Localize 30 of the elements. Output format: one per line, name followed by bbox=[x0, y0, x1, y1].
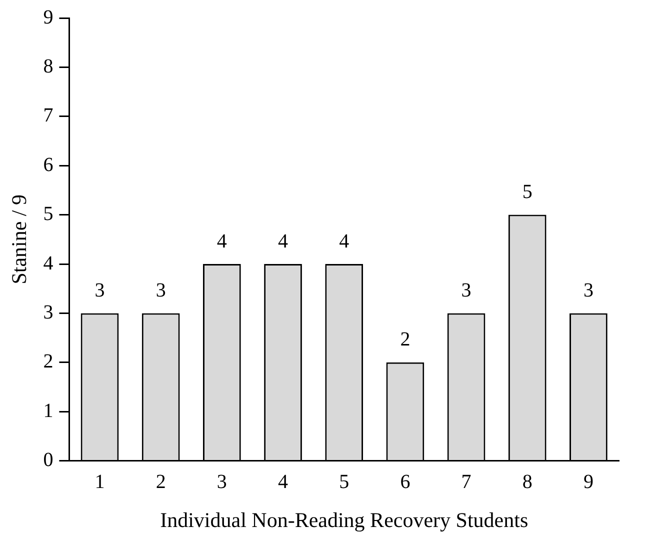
y-tick-label: 6 bbox=[43, 154, 54, 176]
x-tick-label: 1 bbox=[94, 471, 105, 494]
data-label: 4 bbox=[339, 230, 350, 252]
y-axis-title: Stanine / 9 bbox=[7, 194, 32, 284]
y-tick-label: 8 bbox=[43, 55, 54, 78]
x-tick-label: 6 bbox=[400, 471, 410, 494]
x-tick-label: 8 bbox=[522, 471, 532, 494]
y-tick-label: 1 bbox=[43, 400, 54, 422]
data-label: 4 bbox=[216, 230, 227, 252]
data-label: 3 bbox=[461, 279, 472, 302]
x-tick-label: 4 bbox=[278, 471, 288, 494]
x-tick-label: 3 bbox=[216, 471, 227, 494]
x-tick-label: 2 bbox=[156, 471, 166, 494]
y-tick-label: 4 bbox=[43, 252, 54, 274]
data-label: 5 bbox=[522, 181, 532, 204]
y-tick-label: 7 bbox=[43, 104, 54, 127]
data-label: 3 bbox=[94, 279, 105, 302]
y-tick-label: 0 bbox=[43, 449, 54, 472]
y-tick-label: 9 bbox=[43, 6, 54, 28]
y-tick-label: 3 bbox=[43, 301, 54, 324]
x-tick-label: 7 bbox=[461, 471, 472, 494]
data-label: 2 bbox=[400, 328, 410, 351]
data-label: 3 bbox=[583, 279, 594, 302]
y-tick-label: 2 bbox=[43, 350, 54, 373]
data-label: 4 bbox=[278, 230, 288, 252]
x-tick-label: 5 bbox=[339, 471, 350, 494]
y-tick-label: 5 bbox=[43, 203, 54, 226]
x-tick-label: 9 bbox=[583, 471, 594, 494]
x-axis-title: Individual Non-Reading Recovery Students bbox=[160, 508, 528, 532]
data-label: 3 bbox=[156, 279, 166, 302]
